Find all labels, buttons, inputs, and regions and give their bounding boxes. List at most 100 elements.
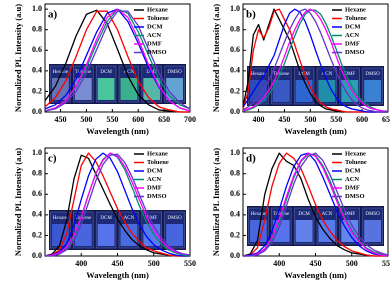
series-line <box>243 152 389 257</box>
y-tick-label: 0.4 <box>230 210 240 219</box>
x-tick-label: 450 <box>310 259 322 268</box>
series-line <box>44 9 190 113</box>
vial-glow <box>97 78 115 100</box>
x-tick-label: 500 <box>304 115 316 124</box>
y-tick-label: 0.0 <box>32 251 42 260</box>
legend-label: DMF <box>147 40 162 47</box>
x-axis-label: Wavelength (nm) <box>284 270 347 280</box>
vial-glow <box>341 220 359 242</box>
legend-label: ACN <box>147 32 161 39</box>
legend-label: DMSO <box>147 193 167 200</box>
legend-label: DMSO <box>345 193 365 200</box>
vial-glow <box>295 80 313 102</box>
x-tick-label: 600 <box>132 115 144 124</box>
vial-glow <box>250 80 267 102</box>
panel-label: d) <box>246 153 256 165</box>
y-tick-label: 0.4 <box>230 66 240 75</box>
vial-label: Hexane <box>53 216 69 221</box>
series-line <box>44 152 190 257</box>
y-tick-label: 0.8 <box>230 169 240 178</box>
y-tick-label: 0.6 <box>230 45 240 54</box>
vial-label: Hexane <box>251 212 267 217</box>
vial-glow <box>272 80 290 102</box>
vial-label: Toluene <box>273 72 290 77</box>
series-line <box>44 10 190 113</box>
legend-label: DMF <box>345 184 360 191</box>
vial-label: DMSO <box>365 72 380 77</box>
legend-label: DCM <box>345 23 361 30</box>
vial-label: DCM <box>100 216 112 221</box>
series-line <box>242 8 388 113</box>
legend-label: DCM <box>147 23 163 30</box>
vial-glow <box>318 80 336 102</box>
y-tick-label: 0.2 <box>32 230 42 239</box>
plot-frame <box>242 3 389 113</box>
x-tick-label: 550 <box>184 259 196 268</box>
series-line <box>44 10 191 112</box>
x-tick-label: 650 <box>382 115 390 124</box>
x-tick-label: 400 <box>75 259 87 268</box>
legend-label: DMSO <box>147 49 167 56</box>
vial-label: ACN <box>322 212 333 217</box>
vial-glow <box>295 220 313 242</box>
panel-label: c) <box>48 153 57 165</box>
vial-label: ACN <box>124 70 135 75</box>
vial-label: Hexane <box>251 72 267 77</box>
x-tick-label: 600 <box>356 115 368 124</box>
y-tick-label: 0.2 <box>230 230 240 239</box>
series-line <box>243 153 389 257</box>
x-tick-label: 450 <box>278 115 290 124</box>
vial-glow <box>166 224 183 246</box>
vial-glow <box>364 220 381 242</box>
legend-label: DMF <box>345 40 360 47</box>
x-axis-label: Wavelength (nm) <box>86 270 149 280</box>
y-axis-label: Normalized PL Intensity (a.u) <box>211 148 221 256</box>
legend-label: Toluene <box>345 15 367 22</box>
vial-label: DMSO <box>365 212 380 217</box>
legend-label: Toluene <box>345 159 367 166</box>
y-tick-label: 0.2 <box>32 86 42 95</box>
y-tick-label: 0.6 <box>32 45 42 54</box>
series-line <box>44 152 191 257</box>
legend-label: DMSO <box>345 49 365 56</box>
y-tick-label: 1.0 <box>230 4 240 13</box>
vial-glow <box>166 78 183 100</box>
vial-label: DMF <box>344 212 355 217</box>
vial-label: DMSO <box>167 216 182 221</box>
legend-label: ACN <box>345 176 359 183</box>
legend-label: ACN <box>345 32 359 39</box>
x-tick-label: 550 <box>330 115 342 124</box>
x-axis-label: Wavelength (nm) <box>86 126 149 136</box>
series-line <box>243 152 389 257</box>
panel-label: b) <box>246 9 256 21</box>
vial-label: DMF <box>344 72 355 77</box>
inset-photo <box>49 64 186 104</box>
vial-label: ACN <box>322 72 333 77</box>
legend-label: DCM <box>147 167 163 174</box>
vial-label: DMSO <box>167 70 182 75</box>
series-line <box>242 152 389 257</box>
vial-glow <box>364 80 381 102</box>
series-line <box>242 8 389 113</box>
y-tick-label: 0.2 <box>230 86 240 95</box>
y-axis-label: Normalized PL Intensity (a.u) <box>211 4 221 112</box>
y-tick-label: 0.0 <box>230 107 240 116</box>
x-tick-label: 550 <box>106 115 118 124</box>
y-tick-label: 1.0 <box>230 148 240 157</box>
y-tick-label: 0.8 <box>32 169 42 178</box>
legend-label: Hexane <box>345 6 366 13</box>
vial-label: DCM <box>100 70 112 75</box>
y-axis-label: Normalized PL Intensity (a.u) <box>13 148 23 256</box>
vial-glow <box>74 78 92 100</box>
legend-label: Hexane <box>147 150 168 157</box>
x-tick-label: 500 <box>346 259 358 268</box>
x-tick-label: 700 <box>184 115 196 124</box>
legend-label: DCM <box>345 167 361 174</box>
y-tick-label: 0.0 <box>230 251 240 260</box>
vial-label: Hexane <box>53 70 69 75</box>
x-axis-label: Wavelength (nm) <box>284 126 347 136</box>
y-tick-label: 0.4 <box>32 66 42 75</box>
plot-frame <box>44 3 191 113</box>
y-tick-label: 0.4 <box>32 210 42 219</box>
